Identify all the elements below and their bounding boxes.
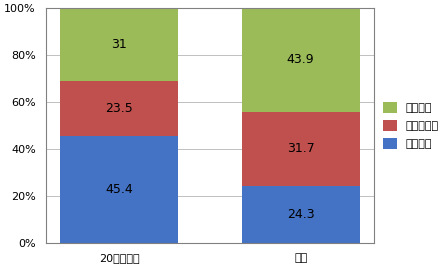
Legend: 意見なし, 同意しない, 同意する: 意見なし, 同意しない, 同意する [383, 102, 439, 150]
Text: 31.7: 31.7 [287, 142, 315, 155]
Text: 43.9: 43.9 [287, 53, 315, 66]
Bar [242, 186, 360, 243]
Bar [60, 81, 178, 136]
Bar [60, 136, 178, 243]
Text: 23.5: 23.5 [105, 102, 133, 115]
Bar [60, 8, 178, 81]
Text: 45.4: 45.4 [105, 183, 133, 196]
Bar [242, 112, 360, 186]
Bar [242, 8, 360, 112]
Text: 24.3: 24.3 [287, 208, 315, 221]
Text: 31: 31 [112, 38, 127, 51]
